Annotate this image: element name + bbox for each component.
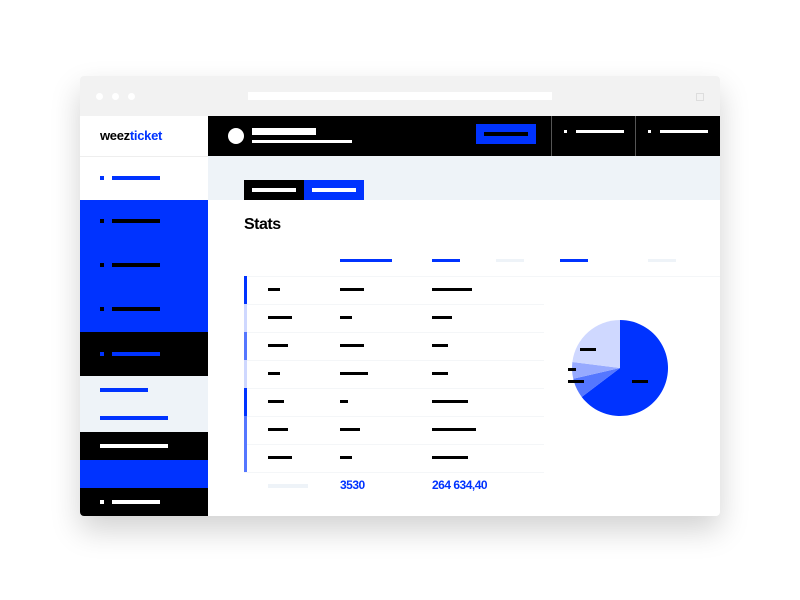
sidebar-group (80, 200, 208, 332)
sidebar-subitem[interactable] (80, 376, 208, 404)
sidebar-item[interactable] (80, 488, 208, 516)
table-cell (340, 400, 348, 403)
table-cell (340, 344, 364, 347)
tab[interactable] (244, 180, 304, 200)
column-header[interactable] (432, 259, 460, 262)
row-accent (244, 360, 247, 388)
sidebar-item[interactable] (80, 288, 208, 332)
tab-active[interactable] (304, 180, 364, 200)
user-name (252, 128, 316, 135)
pie-label (632, 380, 648, 383)
table-cell (268, 288, 280, 291)
column-header[interactable] (560, 259, 588, 262)
pie-label (568, 368, 576, 371)
top-menu-item[interactable] (636, 116, 720, 156)
window-dot-icon[interactable] (96, 93, 103, 100)
sidebar-item[interactable] (80, 432, 208, 460)
window-dot-icon[interactable] (112, 93, 119, 100)
logo-text-accent: ticket (129, 128, 163, 143)
table-row[interactable] (244, 332, 544, 361)
sidebar-item[interactable] (80, 460, 208, 488)
pie-slice[interactable] (581, 320, 668, 416)
table-row[interactable] (244, 388, 544, 417)
table-cell (268, 316, 292, 319)
row-accent (244, 332, 247, 360)
sidebar-item-expanded[interactable] (80, 332, 208, 376)
column-header[interactable] (648, 259, 676, 262)
column-header[interactable] (340, 259, 392, 262)
table-cell (432, 316, 452, 319)
table-totals-row: 3530 264 634,40 (244, 472, 544, 500)
browser-window: weezticket Stats 3530 264 634,40 (80, 76, 720, 516)
sidebar-submenu (80, 376, 208, 432)
pie-label (568, 380, 584, 383)
table-cell (340, 316, 352, 319)
user-subtitle (252, 140, 352, 143)
table-cell (268, 372, 280, 375)
address-bar[interactable] (248, 92, 552, 100)
row-accent (244, 276, 247, 304)
top-menu-item[interactable] (552, 116, 636, 156)
table-cell (268, 428, 288, 431)
table-row[interactable] (244, 360, 544, 389)
table-cell (268, 456, 292, 459)
table-header (244, 246, 720, 277)
table-row[interactable] (244, 444, 544, 473)
sidebar-item[interactable] (80, 200, 208, 244)
pie-chart (568, 320, 668, 416)
table-row[interactable] (244, 416, 544, 445)
row-accent (244, 388, 247, 416)
table-cell (340, 372, 368, 375)
table-row[interactable] (244, 276, 544, 305)
primary-button[interactable] (476, 124, 536, 144)
table-cell (268, 400, 284, 403)
table-cell (268, 344, 288, 347)
column-header[interactable] (496, 259, 524, 262)
sidebar: weezticket (80, 116, 208, 516)
sidebar-item-active[interactable] (80, 156, 208, 200)
row-accent (244, 416, 247, 444)
table-cell (340, 288, 364, 291)
table-cell (432, 288, 472, 291)
tabs-area (208, 156, 720, 200)
logo[interactable]: weezticket (100, 128, 162, 143)
page-title: Stats (244, 216, 281, 233)
row-accent (244, 304, 247, 332)
table-cell (432, 428, 476, 431)
table-cell (432, 456, 468, 459)
stats-table (244, 276, 544, 473)
total-count: 3530 (340, 478, 365, 492)
pie-label (580, 348, 596, 351)
table-cell (340, 456, 352, 459)
table-row[interactable] (244, 304, 544, 333)
pie-slice[interactable] (572, 320, 620, 368)
total-amount: 264 634,40 (432, 478, 488, 492)
pie-slice[interactable] (572, 361, 620, 379)
table-cell (432, 372, 448, 375)
browser-titlebar (80, 76, 720, 116)
sidebar-subitem[interactable] (80, 404, 208, 432)
menu-icon[interactable] (696, 93, 704, 101)
table-cell (432, 400, 468, 403)
sidebar-item[interactable] (80, 244, 208, 288)
table-cell (432, 344, 448, 347)
top-bar (208, 116, 720, 156)
pie-slice[interactable] (573, 368, 620, 397)
logo-text: weez (100, 128, 130, 143)
window-dot-icon[interactable] (128, 93, 135, 100)
avatar[interactable] (228, 128, 244, 144)
table-cell (340, 428, 360, 431)
row-accent (244, 444, 247, 472)
